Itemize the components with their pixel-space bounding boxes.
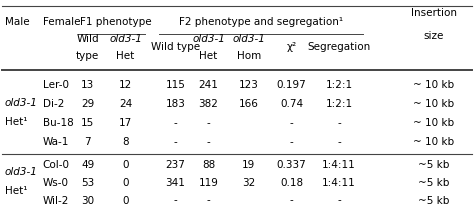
Text: Het¹: Het¹ <box>5 117 27 127</box>
Text: 24: 24 <box>119 99 132 109</box>
Text: -: - <box>173 118 177 128</box>
Text: -: - <box>207 137 210 147</box>
Text: 0: 0 <box>122 160 129 170</box>
Text: Hom: Hom <box>237 51 261 61</box>
Text: Male: Male <box>5 17 29 27</box>
Text: Het¹: Het¹ <box>5 186 27 196</box>
Text: 19: 19 <box>242 160 255 170</box>
Text: old3-1: old3-1 <box>192 34 225 44</box>
Text: 17: 17 <box>119 118 132 128</box>
Text: ~ 10 kb: ~ 10 kb <box>413 99 454 109</box>
Text: old3-1: old3-1 <box>232 34 265 44</box>
Text: ~5 kb: ~5 kb <box>418 160 449 170</box>
Text: 1:4:11: 1:4:11 <box>322 178 356 188</box>
Text: Bu-18: Bu-18 <box>43 118 73 128</box>
Text: 183: 183 <box>165 99 185 109</box>
Text: 0.197: 0.197 <box>277 80 306 90</box>
Text: 15: 15 <box>81 118 94 128</box>
Text: 13: 13 <box>81 80 94 90</box>
Text: -: - <box>337 118 341 128</box>
Text: old3-1: old3-1 <box>109 34 142 44</box>
Text: F1 phenotype: F1 phenotype <box>80 17 152 27</box>
Text: 341: 341 <box>165 178 185 188</box>
Text: -: - <box>207 118 210 128</box>
Text: -: - <box>207 196 210 206</box>
Text: 382: 382 <box>199 99 219 109</box>
Text: Col-0: Col-0 <box>43 160 70 170</box>
Text: 0.337: 0.337 <box>277 160 306 170</box>
Text: 166: 166 <box>239 99 259 109</box>
Text: Insertion: Insertion <box>410 8 457 18</box>
Text: Wild type: Wild type <box>151 42 200 52</box>
Text: Segregation: Segregation <box>307 42 371 52</box>
Text: 88: 88 <box>202 160 215 170</box>
Text: type: type <box>76 51 100 61</box>
Text: Wild: Wild <box>76 34 99 44</box>
Text: 0.74: 0.74 <box>280 99 303 109</box>
Text: size: size <box>424 31 444 41</box>
Text: ~ 10 kb: ~ 10 kb <box>413 137 454 147</box>
Text: 0: 0 <box>122 196 129 206</box>
Text: 0: 0 <box>122 178 129 188</box>
Text: ~ 10 kb: ~ 10 kb <box>413 80 454 90</box>
Text: Wa-1: Wa-1 <box>43 137 69 147</box>
Text: F2 phenotype and segregation¹: F2 phenotype and segregation¹ <box>179 17 343 27</box>
Text: Female: Female <box>43 17 80 27</box>
Text: 1:2:1: 1:2:1 <box>325 80 353 90</box>
Text: Ws-0: Ws-0 <box>43 178 69 188</box>
Text: 8: 8 <box>122 137 129 147</box>
Text: 7: 7 <box>84 137 91 147</box>
Text: 49: 49 <box>81 160 94 170</box>
Text: -: - <box>290 118 293 128</box>
Text: old3-1: old3-1 <box>5 167 37 177</box>
Text: Het: Het <box>200 51 218 61</box>
Text: -: - <box>173 196 177 206</box>
Text: 32: 32 <box>242 178 255 188</box>
Text: 30: 30 <box>81 196 94 206</box>
Text: ~5 kb: ~5 kb <box>418 196 449 206</box>
Text: -: - <box>290 196 293 206</box>
Text: 119: 119 <box>199 178 219 188</box>
Text: 123: 123 <box>239 80 259 90</box>
Text: 12: 12 <box>119 80 132 90</box>
Text: 237: 237 <box>165 160 185 170</box>
Text: Het: Het <box>117 51 135 61</box>
Text: Ler-0: Ler-0 <box>43 80 69 90</box>
Text: -: - <box>337 137 341 147</box>
Text: χ²: χ² <box>286 42 297 52</box>
Text: -: - <box>173 137 177 147</box>
Text: ~5 kb: ~5 kb <box>418 178 449 188</box>
Text: 1:4:11: 1:4:11 <box>322 160 356 170</box>
Text: -: - <box>337 196 341 206</box>
Text: ~ 10 kb: ~ 10 kb <box>413 118 454 128</box>
Text: 115: 115 <box>165 80 185 90</box>
Text: 0.18: 0.18 <box>280 178 303 188</box>
Text: -: - <box>290 137 293 147</box>
Text: 29: 29 <box>81 99 94 109</box>
Text: 53: 53 <box>81 178 94 188</box>
Text: old3-1: old3-1 <box>5 98 37 108</box>
Text: Di-2: Di-2 <box>43 99 64 109</box>
Text: 241: 241 <box>199 80 219 90</box>
Text: 1:2:1: 1:2:1 <box>325 99 353 109</box>
Text: Wil-2: Wil-2 <box>43 196 69 206</box>
